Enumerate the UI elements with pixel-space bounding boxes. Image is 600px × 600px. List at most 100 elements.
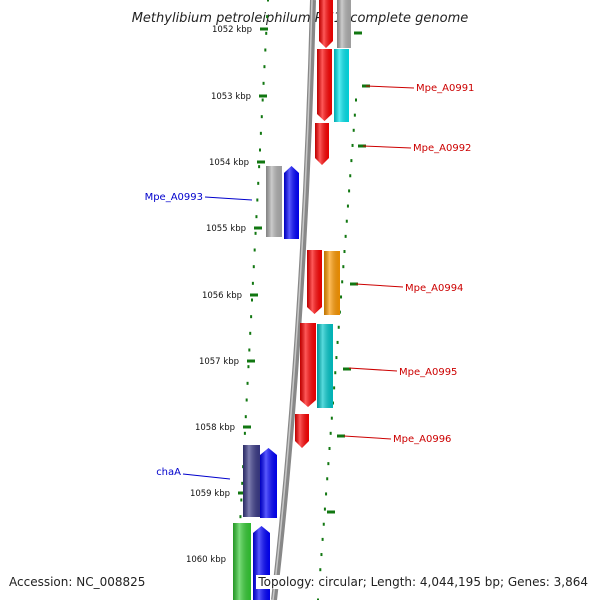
track-dot	[326, 477, 329, 481]
ruler-label: 1053 kbp	[211, 92, 251, 102]
track-dot	[240, 498, 243, 502]
track-dot	[336, 340, 339, 344]
track-dot	[265, 31, 268, 35]
cds-feature-mpe-a0994[interactable]	[307, 250, 322, 314]
track-dot	[247, 365, 250, 369]
track-dot	[262, 81, 265, 85]
track-dot	[340, 295, 343, 299]
gene-label-mpe-a0995[interactable]: Mpe_A0995	[399, 367, 457, 378]
track-dot	[345, 219, 348, 223]
track-dot	[328, 446, 331, 450]
track-dot	[343, 250, 346, 254]
track-dot	[257, 181, 260, 185]
track-dot	[254, 231, 257, 235]
track-dot	[329, 431, 332, 435]
cds-feature-green[interactable]	[233, 523, 251, 600]
ruler-tick	[247, 359, 255, 363]
ruler-label: 1060 kbp	[186, 555, 226, 565]
track-dot	[320, 553, 323, 557]
track-dot	[260, 115, 263, 119]
leader-line-mpe-a0996	[343, 435, 392, 440]
leader-line-mpe-a0991	[365, 85, 415, 89]
leader-line-mpe-a0993	[204, 196, 253, 201]
ruler-label: 1052 kbp	[212, 25, 252, 35]
ruler-label: 1056 kbp	[202, 291, 242, 301]
cds-feature-blue[interactable]	[284, 166, 299, 239]
cds-feature-blue[interactable]	[260, 448, 277, 518]
track-dot	[241, 481, 244, 485]
ruler-tick	[259, 94, 267, 98]
ruler-tick	[260, 27, 268, 31]
accession-text: Accession: NC_008825	[9, 575, 146, 589]
leader-line-mpe-a0995	[348, 367, 398, 372]
track-dot	[330, 416, 333, 420]
gene-label-mpe-a0991[interactable]: Mpe_A0991	[416, 83, 474, 94]
gene-label-mpe-a0993[interactable]: Mpe_A0993	[145, 192, 203, 203]
track-dot	[321, 537, 324, 541]
track-dot	[355, 98, 357, 102]
track-dot	[337, 325, 340, 329]
track-dot	[333, 386, 336, 390]
ruler-label: 1054 kbp	[209, 158, 249, 168]
ruler-tick	[238, 491, 246, 495]
track-tick	[343, 367, 351, 371]
track-dot	[351, 143, 354, 147]
gene-label-mpe-a0992[interactable]: Mpe_A0992	[413, 143, 471, 154]
track-dot	[259, 131, 262, 135]
cds-feature[interactable]	[337, 0, 351, 48]
cds-feature-mpe-a0995-partner[interactable]	[317, 324, 333, 408]
track-dot	[259, 148, 261, 152]
track-dot	[255, 215, 258, 219]
cds-feature-mpe-a0991-partner[interactable]	[334, 49, 349, 122]
track-dot	[323, 507, 326, 511]
track-tick	[337, 434, 345, 438]
track-dot	[261, 98, 264, 102]
track-dot	[346, 204, 349, 208]
cds-feature-mpe-a0992[interactable]	[315, 123, 329, 165]
track-dot	[251, 281, 254, 285]
cds-feature-mpe-a0995[interactable]	[300, 323, 316, 407]
track-dot	[325, 492, 328, 496]
track-tick	[354, 31, 362, 35]
track-dot	[350, 159, 353, 163]
track-dot	[266, 15, 269, 19]
ruler-label: 1058 kbp	[195, 423, 235, 433]
track-dot	[344, 234, 347, 238]
gene-label-mpe-a0996[interactable]: Mpe_A0996	[393, 434, 451, 445]
cds-feature-mpe-a0991[interactable]	[317, 49, 332, 121]
track-dot	[256, 198, 259, 202]
track-dot	[250, 315, 253, 319]
track-dot	[317, 598, 319, 600]
ruler-label: 1055 kbp	[206, 224, 246, 234]
track-dot	[258, 165, 261, 169]
track-tick	[350, 282, 358, 286]
track-dot	[248, 348, 251, 352]
track-dot	[246, 381, 249, 385]
track-dot	[342, 265, 345, 269]
track-dot	[348, 189, 351, 193]
cds-feature-chaa[interactable]	[243, 445, 260, 517]
genome-backbone	[271, 0, 316, 600]
map-title: Methylibium petroleiphilum PM1, complete…	[131, 11, 469, 26]
cds-feature-mpe-a0994-partner[interactable]	[324, 251, 340, 315]
track-dot	[334, 371, 337, 375]
track-dot	[245, 398, 248, 402]
ruler-label: 1057 kbp	[199, 357, 239, 367]
leader-line-mpe-a0994	[355, 283, 404, 288]
genome-summary-text: Topology: circular; Length: 4,044,195 bp…	[256, 575, 590, 589]
track-dot	[243, 431, 246, 435]
leader-line-mpe-a0992	[362, 145, 412, 149]
ruler-label: 1059 kbp	[190, 489, 230, 499]
track-dot	[263, 65, 266, 69]
gene-label-mpe-a0994[interactable]: Mpe_A0994	[405, 283, 463, 294]
cds-feature-mpe-a0993[interactable]	[266, 166, 282, 237]
track-dot	[239, 515, 242, 519]
cds-feature-mpe-a0996[interactable]	[295, 414, 309, 448]
cds-feature[interactable]	[319, 0, 333, 48]
track-dot	[249, 331, 252, 335]
leader-line-chaa	[182, 473, 231, 480]
track-dot	[349, 174, 352, 178]
gene-label-chaa[interactable]: chaA	[156, 467, 181, 478]
track-dot	[319, 568, 322, 572]
